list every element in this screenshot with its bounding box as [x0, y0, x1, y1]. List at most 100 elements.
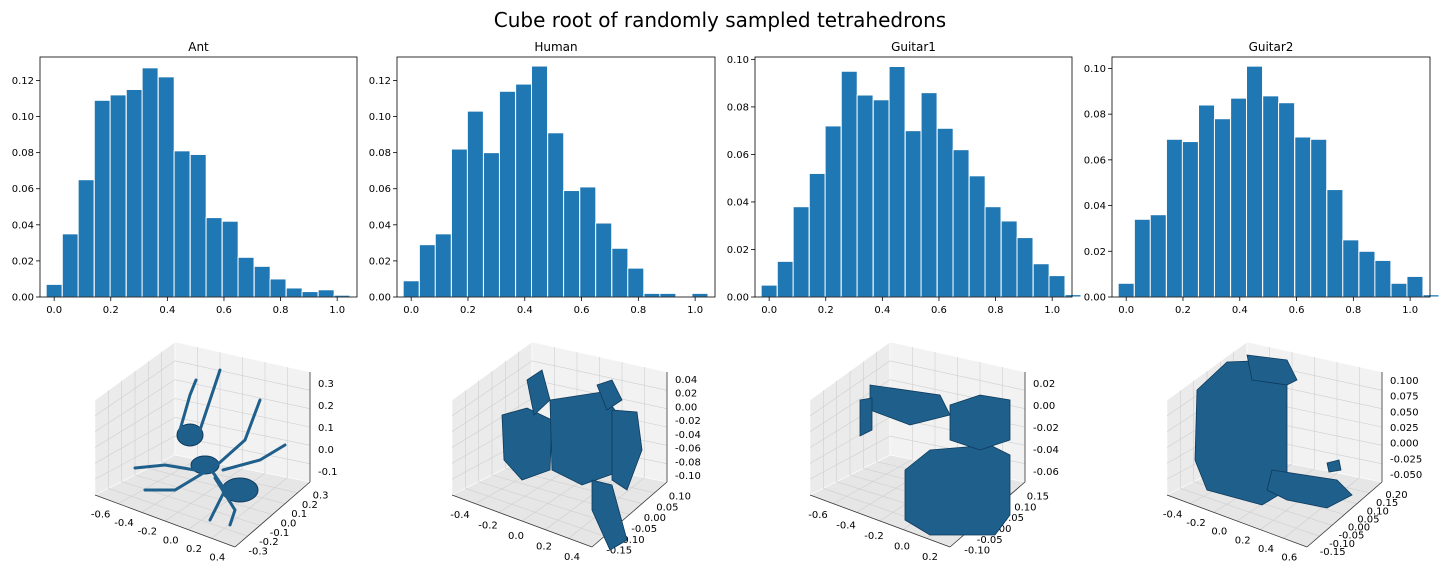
z-tick-label: -0.04 — [675, 430, 701, 441]
x-tick-label: -0.2 — [864, 531, 884, 542]
x-tick-label: -0.6 — [808, 510, 828, 521]
y-tick-label: 0.20 — [1385, 490, 1407, 501]
histogram-bar — [269, 278, 287, 298]
mesh-part — [591, 479, 628, 551]
axes-frame — [754, 56, 1073, 298]
histogram-bar — [904, 130, 922, 298]
histogram-bar — [483, 152, 501, 298]
axes-frame — [1111, 56, 1431, 298]
x-tick-label: 0.0 — [761, 305, 777, 316]
mesh-part — [1326, 459, 1342, 473]
y-tick-label: 0.04 — [12, 220, 34, 231]
y-tick-label: 0.10 — [1367, 506, 1389, 517]
mesh-part — [501, 407, 553, 481]
histogram-bar — [1230, 97, 1248, 298]
z-tick-label: 0.04 — [675, 375, 697, 386]
x-axis-line — [1166, 494, 1308, 548]
y-tick-label: 0.06 — [727, 150, 749, 161]
x-tick-label: 0.4 — [1258, 544, 1274, 555]
histogram-bar — [792, 206, 810, 298]
y-tick-label: 0.10 — [727, 55, 749, 66]
histogram-bar — [579, 186, 597, 298]
x-tick-label: 0.0 — [1118, 305, 1134, 316]
z-tick-label: 0.3 — [318, 379, 334, 390]
histogram-bar — [1422, 294, 1440, 298]
x-tick-label: 0.4 — [1232, 305, 1248, 316]
y-tick-label: 0.10 — [369, 112, 391, 123]
histogram-bar — [872, 99, 890, 298]
grid-line — [211, 477, 288, 539]
surface-plot-guitar2: -0.4-0.20.00.20.40.6-0.15-0.10-0.050.000… — [1163, 341, 1422, 564]
x-tick-label: 0.2 — [536, 541, 552, 552]
y-tick-label: -0.2 — [259, 537, 279, 548]
axes-frame — [396, 56, 716, 298]
z-tick-label: 0.02 — [675, 389, 697, 400]
histogram-bar — [1390, 282, 1408, 298]
histogram-bar — [627, 267, 645, 298]
y-tick-label: -0.10 — [964, 546, 990, 557]
x-tick-label: 0.0 — [894, 541, 910, 552]
histogram-title: Guitar1 — [891, 40, 936, 54]
x-tick-label: -0.2 — [1186, 518, 1206, 529]
histogram-bar — [840, 70, 858, 298]
ant-antenna — [198, 368, 222, 432]
histogram-bar — [1406, 275, 1424, 298]
y-tick-label: 0.05 — [1002, 513, 1024, 524]
z-tick-label: -0.06 — [675, 444, 701, 455]
histogram-bar — [285, 287, 303, 298]
x-tick-label: 0.0 — [163, 535, 179, 546]
histogram-bar — [611, 247, 629, 298]
mesh-part — [1246, 354, 1298, 386]
y-tick-label: 0.3 — [313, 491, 329, 502]
histogram-bar — [1358, 250, 1376, 298]
y-tick-label: 0.1 — [291, 509, 307, 520]
histogram-bar — [1342, 239, 1360, 298]
y-tick-label: -0.05 — [1338, 531, 1364, 542]
y-tick-label: 0.10 — [1014, 502, 1036, 513]
histogram-bar — [1016, 237, 1034, 298]
histogram-title: Ant — [188, 40, 209, 54]
y-tick-label: 0.00 — [12, 293, 34, 304]
x-tick-label: 0.2 — [922, 552, 938, 563]
histogram-bar — [1262, 95, 1280, 298]
histogram-bar — [189, 153, 207, 298]
x-axis-line — [451, 494, 593, 548]
y-tick-label: 0.02 — [1084, 247, 1106, 258]
histogram-bar — [1278, 102, 1296, 298]
y-tick-label: 0.04 — [727, 197, 749, 208]
histogram-bar — [45, 283, 63, 298]
y-tick-label: 0.12 — [369, 76, 391, 87]
figure-title: Cube root of randomly sampled tetrahedro… — [493, 8, 947, 32]
x-tick-label: 0.8 — [273, 305, 289, 316]
x-axis-line — [809, 494, 951, 548]
histogram-bar — [952, 149, 970, 298]
x-tick-label: -0.2 — [478, 521, 498, 532]
histogram-bar — [125, 88, 143, 298]
mesh-part — [859, 397, 873, 437]
histogram-bar — [888, 66, 906, 298]
histogram-bar — [450, 148, 468, 298]
x-tick-label: 0.2 — [186, 544, 202, 555]
x-tick-label: 0.0 — [508, 531, 524, 542]
histogram-bar — [93, 99, 111, 298]
histogram-bar — [221, 220, 239, 298]
histogram-bar — [643, 292, 661, 298]
y-tick-label: 0.02 — [369, 256, 391, 267]
z-tick-label: -0.02 — [1033, 423, 1059, 434]
histogram-bar — [968, 175, 986, 298]
x-tick-label: 0.4 — [564, 552, 580, 563]
y-tick-label: 0.15 — [1027, 491, 1049, 502]
x-tick-label: -0.4 — [836, 521, 856, 532]
histogram-bar — [317, 289, 335, 298]
z-tick-label: 0.025 — [1390, 423, 1419, 434]
x-tick-label: 0.2 — [818, 305, 834, 316]
y-tick-label: 0.12 — [12, 76, 34, 87]
ant-leg — [143, 470, 207, 492]
histogram-bar — [1032, 263, 1050, 298]
histogram-bar — [1117, 282, 1135, 298]
z-tick-label: 0.100 — [1390, 376, 1419, 387]
surface-plot-guitar1: -0.6-0.4-0.20.00.2-0.10-0.050.000.050.10… — [808, 341, 1059, 563]
mesh-part — [611, 409, 643, 491]
histogram-bar — [1181, 141, 1199, 298]
histogram-guitar1: Guitar1 0.0 0.2 0.4 0.6 0.8 1.0 0.00 0.02 0.04 0.0… — [727, 40, 1082, 316]
